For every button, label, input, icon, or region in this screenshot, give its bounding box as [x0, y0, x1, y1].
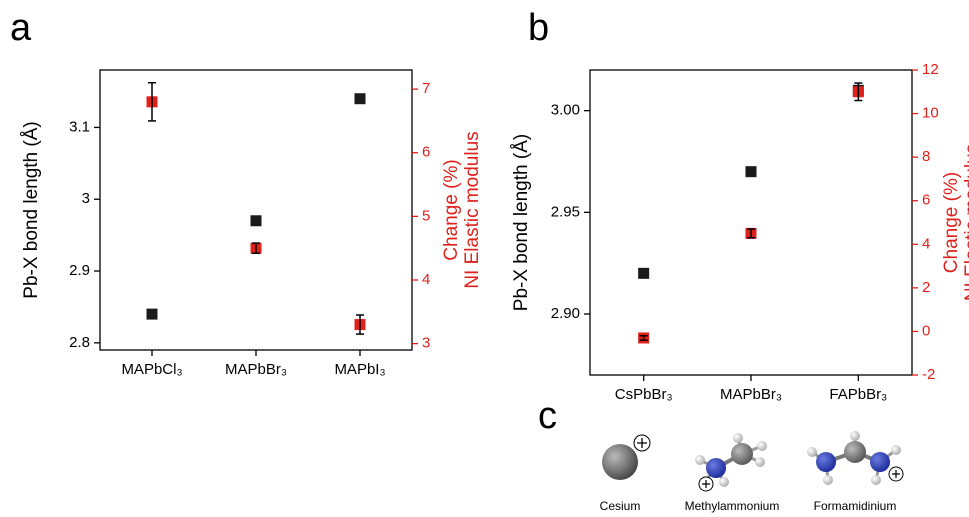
y2-tick-label: 3 — [422, 335, 430, 352]
figure: c — [0, 0, 969, 517]
y2-tick-label: 6 — [922, 192, 930, 209]
x-tick-label: CsPbBr₃ — [615, 386, 673, 403]
plot-frame — [100, 70, 412, 350]
y2-tick-label: 4 — [922, 235, 930, 252]
y2-tick-label: 7 — [422, 80, 430, 97]
y2-tick-label: 8 — [922, 148, 930, 165]
formamidinium-ion — [807, 431, 903, 485]
methylammonium-ion — [695, 433, 767, 491]
y-tick-label: 2.8 — [69, 334, 90, 351]
plot-frame — [590, 70, 912, 375]
ion-label: Formamidinium — [814, 499, 897, 513]
data-point — [746, 166, 757, 177]
page: {"chart_data": [ {"type": "scatter", "pa… — [0, 0, 969, 517]
data-point — [355, 93, 366, 104]
x-tick-label: MAPbI₃ — [334, 361, 385, 378]
y2-tick-label: 12 — [922, 61, 939, 78]
data-point — [147, 309, 158, 320]
y2-tick-label: 6 — [422, 144, 430, 161]
y-axis-title: Pb-X bond length (Å) — [511, 134, 532, 311]
y2-tick-label: 4 — [422, 271, 430, 288]
y-tick-label: 2.95 — [551, 203, 580, 220]
y2-axis-title: NI Elastic modulus — [962, 144, 969, 301]
y2-tick-label: 5 — [422, 207, 430, 224]
y2-tick-label: 2 — [922, 279, 930, 296]
ion-label: Methylammonium — [685, 499, 780, 513]
panel-label: b — [528, 7, 549, 49]
y2-tick-label: -2 — [922, 366, 935, 383]
y2-axis-title: Change (%) — [941, 172, 962, 273]
panel-label: a — [10, 7, 32, 49]
x-tick-label: MAPbCl₃ — [121, 361, 182, 378]
y2-tick-label: 0 — [922, 322, 930, 339]
data-point — [638, 268, 649, 279]
y-tick-label: 2.90 — [551, 305, 580, 322]
y-tick-label: 2.9 — [69, 262, 90, 279]
y-axis-title: Pb-X bond length (Å) — [21, 121, 42, 298]
cesium-ion — [602, 435, 650, 480]
y2-axis-title: Change (%) — [441, 159, 462, 260]
y2-axis-title: NI Elastic modulus — [462, 131, 483, 288]
x-tick-label: MAPbBr₃ — [720, 386, 782, 403]
ion-label: Cesium — [600, 499, 641, 513]
x-tick-label: MAPbBr₃ — [225, 361, 287, 378]
x-tick-label: FAPbBr₃ — [829, 386, 887, 403]
y2-tick-label: 10 — [922, 105, 939, 122]
y-tick-label: 3 — [82, 190, 90, 207]
panel-label: c — [538, 395, 557, 437]
data-point — [251, 215, 262, 226]
y-tick-label: 3.00 — [551, 102, 580, 119]
y-tick-label: 3.1 — [69, 118, 90, 135]
